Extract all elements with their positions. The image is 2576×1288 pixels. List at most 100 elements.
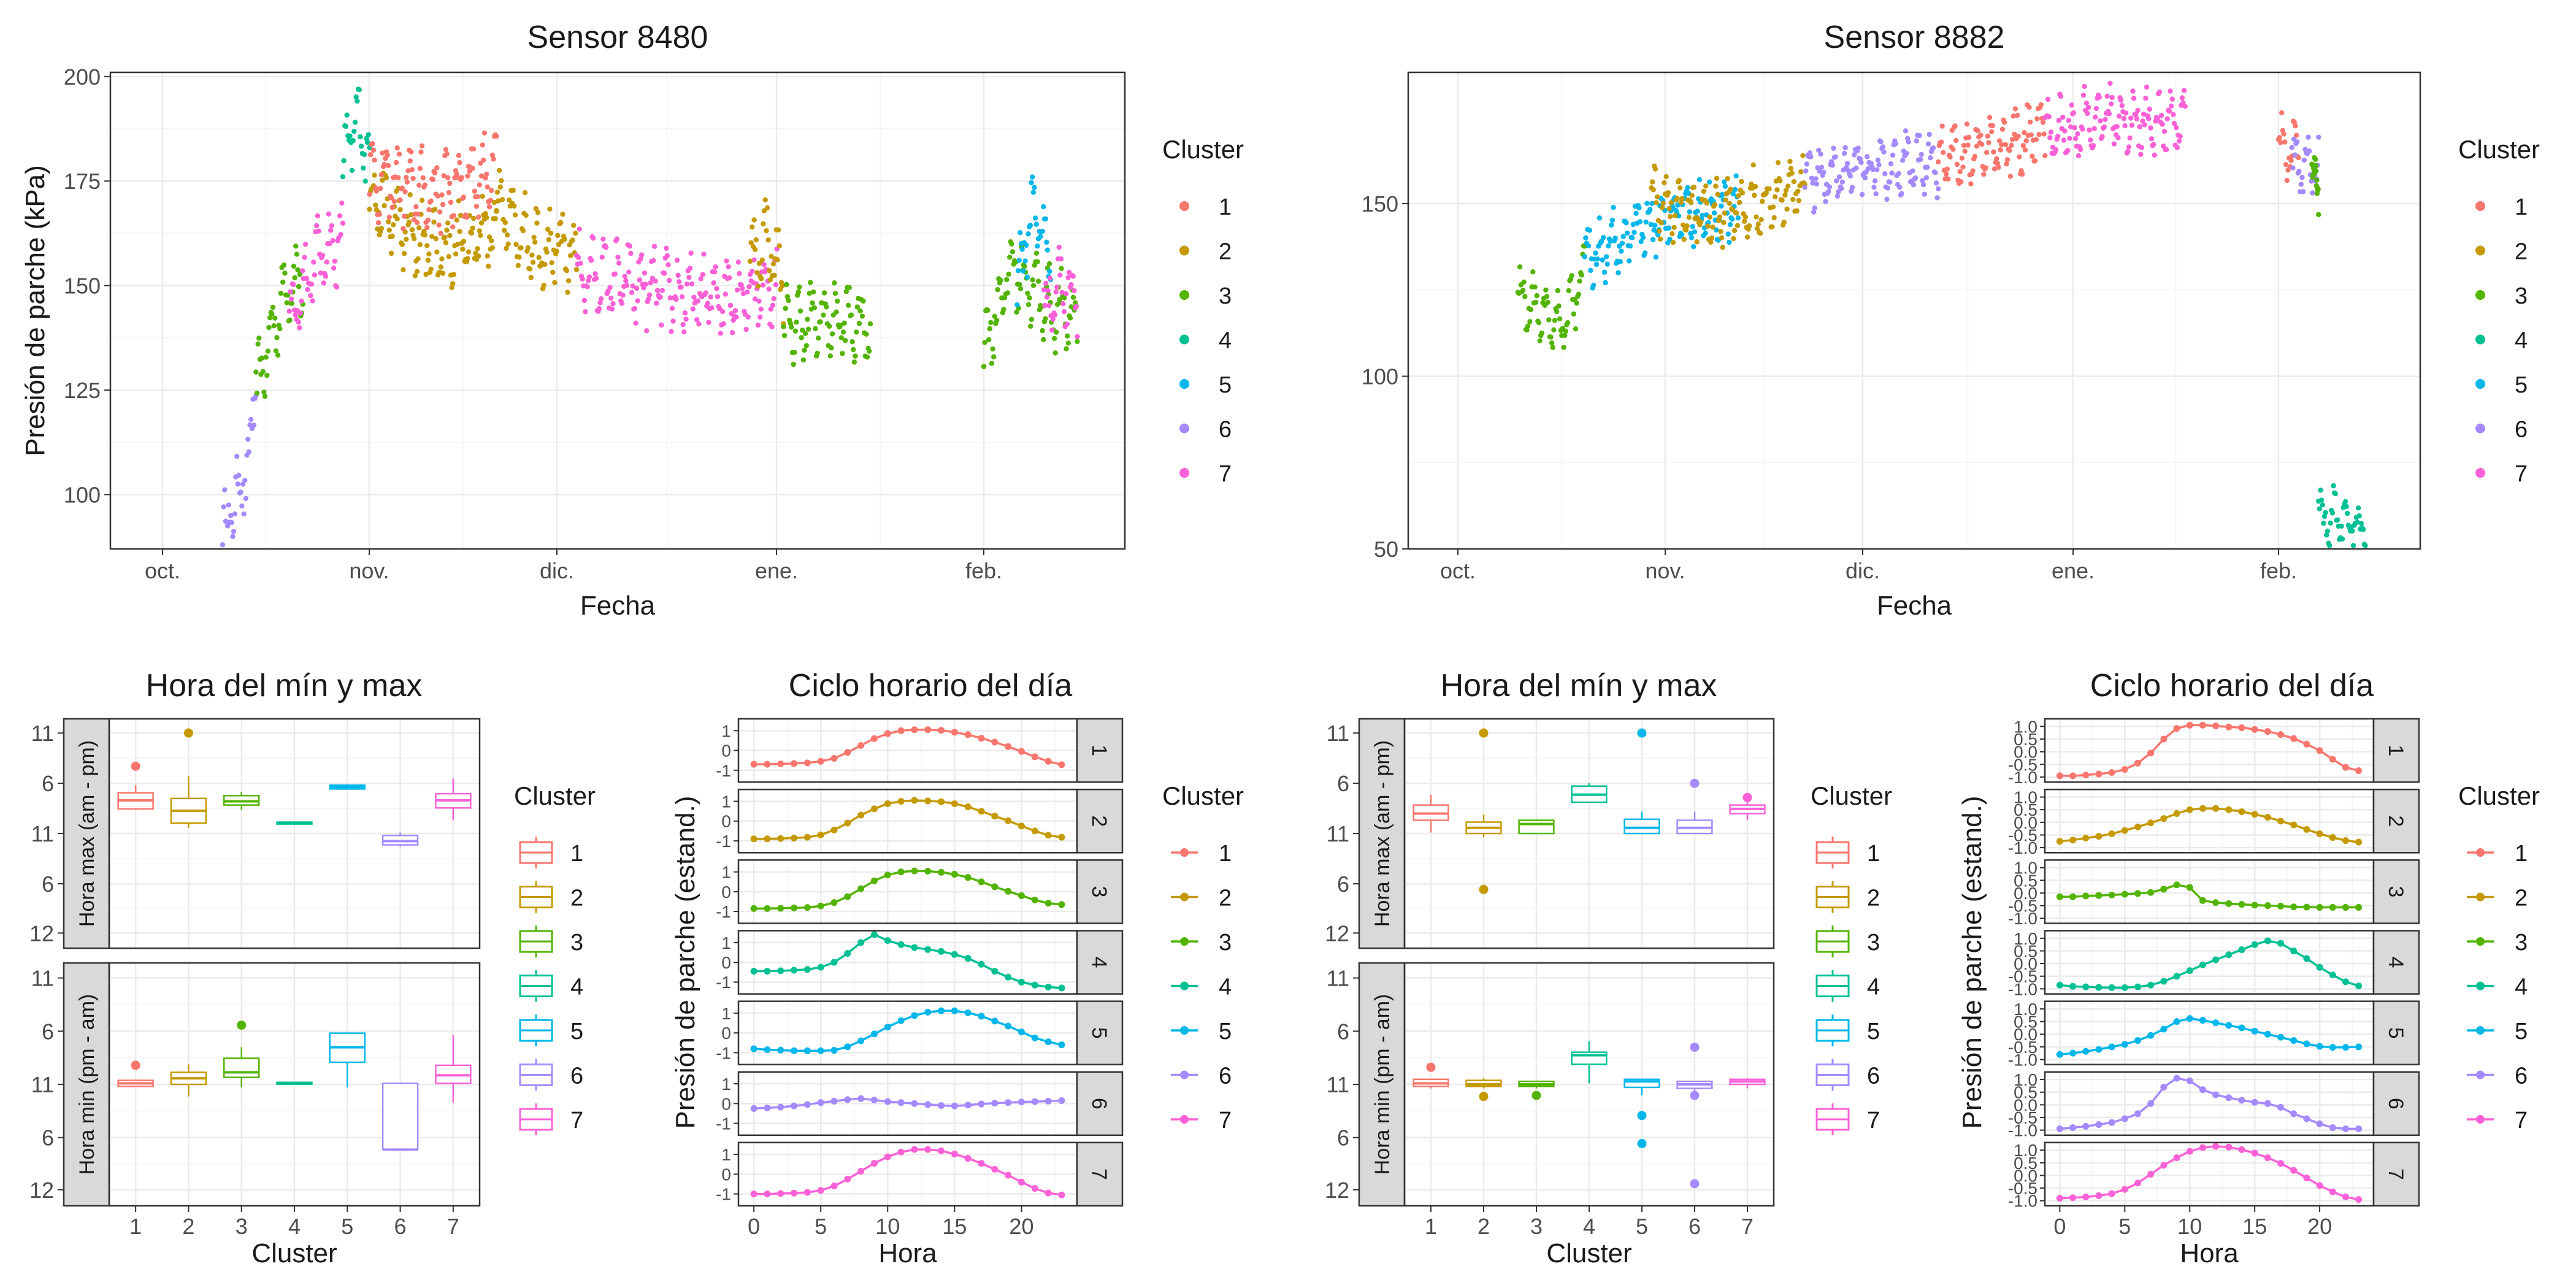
data-point-cluster-5	[1631, 229, 1637, 236]
legend-key-point-7	[1180, 1115, 1189, 1124]
data-point-cluster-3	[837, 323, 843, 328]
cycle-point	[2355, 767, 2363, 775]
data-point-cluster-2	[1649, 179, 1655, 185]
data-point-cluster-2	[512, 212, 518, 218]
data-point-cluster-2	[552, 280, 558, 286]
y-tick-label: -1.0	[2008, 909, 2037, 928]
cycle-point	[2056, 1195, 2063, 1202]
cycle-point	[1058, 901, 1065, 908]
data-point-cluster-2	[769, 253, 774, 259]
y-tick-label: 0.5	[2014, 730, 2037, 749]
box-cluster-4	[276, 1081, 313, 1085]
cycle-point	[2212, 899, 2220, 907]
data-point-cluster-2	[1795, 188, 1801, 194]
cycle-point	[1058, 1041, 1065, 1048]
cycle-point	[1018, 822, 1025, 830]
data-point-cluster-5	[1616, 270, 1621, 275]
data-point-cluster-5	[1640, 234, 1646, 240]
facet-cluster-2: 1.00.50.0-0.5-1.02	[2008, 788, 2420, 857]
y-tick-label: 11	[1327, 821, 1349, 846]
cycle-point	[2082, 1048, 2090, 1055]
cycle-point	[924, 1101, 932, 1108]
data-point-cluster-4	[2363, 543, 2368, 548]
data-point-cluster-1	[422, 182, 428, 188]
data-point-cluster-6	[1910, 168, 1915, 174]
data-point-cluster-2	[1739, 190, 1746, 196]
data-point-cluster-7	[326, 211, 332, 217]
data-point-cluster-3	[1067, 315, 1073, 321]
cycle-point	[964, 803, 972, 811]
data-point-cluster-1	[2028, 132, 2034, 138]
cycle-point	[2316, 903, 2323, 911]
x-tick-label: 10	[2177, 1214, 2202, 1239]
cycle-point	[2342, 978, 2349, 986]
box-outlier	[1690, 1179, 1700, 1189]
data-point-cluster-2	[494, 190, 500, 195]
box-cluster-2	[1465, 728, 1502, 894]
data-point-cluster-5	[1027, 223, 1033, 228]
data-point-cluster-2	[512, 203, 517, 209]
data-point-cluster-5	[1692, 229, 1698, 235]
cycle-point	[2134, 1110, 2141, 1117]
data-point-cluster-3	[821, 312, 826, 318]
cycle-line-5	[753, 1010, 1062, 1052]
data-point-cluster-3	[294, 251, 300, 257]
data-point-cluster-7	[329, 223, 335, 229]
data-point-cluster-5	[1582, 254, 1587, 259]
data-point-cluster-7	[737, 270, 742, 277]
y-tick-label: -1	[716, 902, 731, 921]
cycle-point	[870, 1160, 878, 1167]
y-axis-label: Presión de parche (estand.)	[670, 796, 700, 1129]
data-point-cluster-1	[374, 188, 379, 194]
data-point-cluster-2	[1731, 228, 1738, 234]
data-point-cluster-7	[627, 243, 633, 249]
data-point-cluster-1	[378, 186, 383, 191]
data-point-cluster-6	[1812, 205, 1817, 211]
data-point-cluster-3	[289, 301, 294, 306]
cycle-point	[1058, 984, 1065, 992]
data-point-cluster-1	[445, 175, 451, 180]
data-point-cluster-5	[1609, 222, 1614, 228]
data-point-cluster-7	[2088, 137, 2093, 143]
data-point-cluster-3	[816, 335, 821, 341]
data-point-cluster-7	[2161, 129, 2168, 134]
data-point-cluster-6	[1834, 178, 1839, 184]
cycle-point	[2186, 1015, 2193, 1022]
data-point-cluster-7	[296, 320, 301, 325]
data-point-cluster-2	[527, 266, 533, 272]
data-point-cluster-7	[2048, 129, 2054, 135]
cycle-point	[777, 905, 784, 912]
data-point-cluster-7	[2179, 95, 2185, 101]
data-point-cluster-6	[1858, 159, 1864, 166]
data-point-cluster-3	[813, 326, 818, 332]
data-point-cluster-3	[2313, 168, 2319, 174]
legend-label-2: 2	[1219, 886, 1232, 911]
data-point-cluster-1	[1996, 164, 2001, 170]
data-point-cluster-1	[481, 130, 488, 136]
cycle-point	[924, 726, 932, 734]
data-point-cluster-4	[2325, 528, 2331, 534]
data-point-cluster-7	[616, 260, 622, 266]
data-point-cluster-7	[638, 252, 645, 258]
data-point-cluster-7	[659, 288, 665, 293]
legend-label-5: 5	[570, 1019, 583, 1045]
cycle-point	[2082, 1122, 2090, 1130]
data-point-cluster-6	[1847, 173, 1853, 179]
data-point-cluster-4	[2339, 523, 2344, 529]
data-point-cluster-6	[1925, 141, 1931, 147]
data-point-cluster-7	[680, 322, 686, 328]
data-point-cluster-3	[797, 308, 803, 314]
cycle-point	[884, 1023, 891, 1030]
cycle-point	[870, 1096, 878, 1103]
data-point-cluster-2	[1798, 169, 1804, 175]
box-iqr	[1518, 819, 1555, 835]
data-point-cluster-7	[714, 286, 719, 291]
cycle-point	[2199, 897, 2206, 904]
data-point-cluster-4	[2323, 510, 2328, 515]
cycle-point	[2147, 889, 2155, 896]
data-point-cluster-3	[784, 294, 791, 299]
cycle-point	[2134, 1179, 2141, 1187]
cycle-line-7	[2060, 1145, 2359, 1201]
cycle-point	[964, 955, 972, 962]
data-point-cluster-1	[1966, 134, 1972, 140]
